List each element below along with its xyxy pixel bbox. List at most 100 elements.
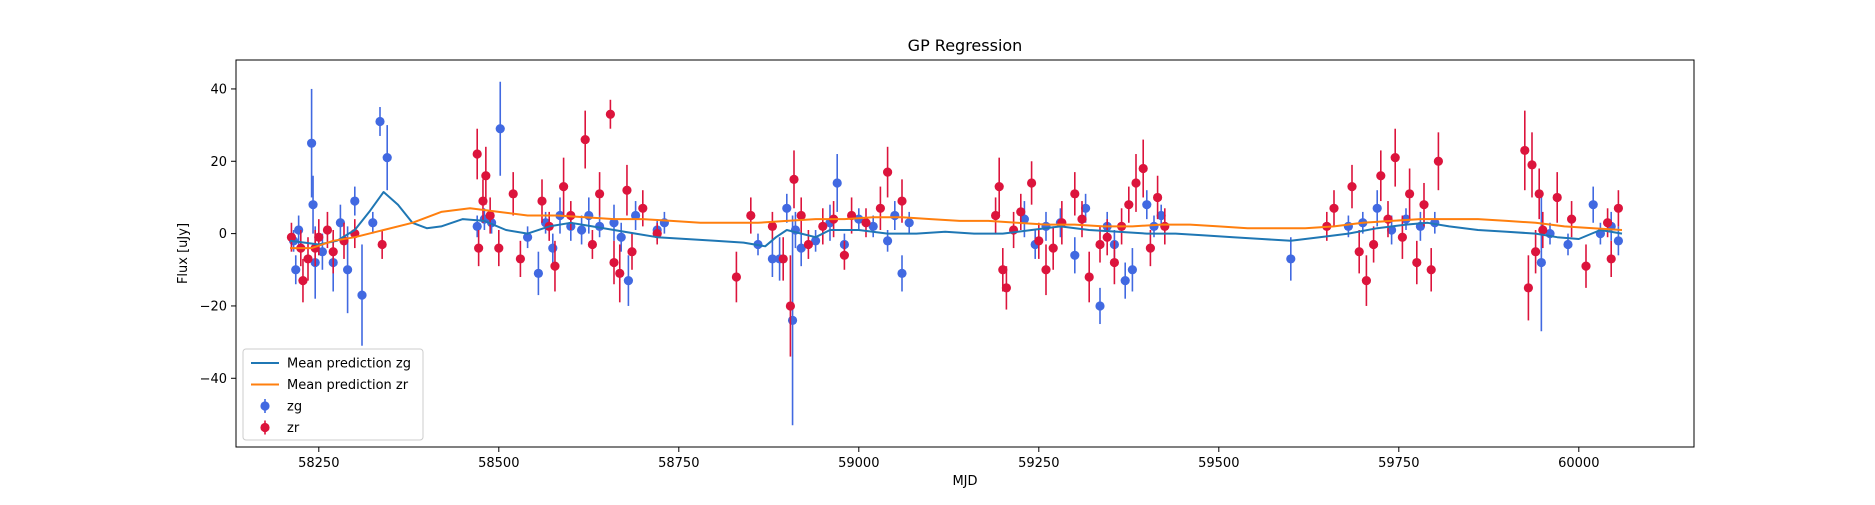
zr-point	[286, 232, 297, 242]
zr-point	[485, 210, 495, 221]
zr-point	[1109, 257, 1119, 268]
y-tick-label: 40	[210, 82, 227, 97]
zr-point	[1016, 207, 1026, 217]
zr-point	[377, 239, 387, 250]
zr-point	[991, 210, 1001, 221]
zg-point	[631, 210, 641, 221]
zg-point	[1372, 203, 1382, 213]
x-axis: 58250 58500 58750 59000 59250 59500 59750 60000	[298, 447, 1599, 471]
zg-point	[375, 116, 385, 127]
zr-point	[1095, 239, 1105, 250]
zr-point	[328, 247, 338, 257]
zr-point	[550, 261, 560, 271]
zr-point	[1145, 243, 1155, 253]
zr-point	[1048, 243, 1058, 253]
x-tick-label: 59500	[1198, 456, 1239, 471]
zr-point	[839, 250, 850, 260]
zr-point	[537, 196, 547, 206]
zg-point	[782, 203, 792, 213]
zg-point	[1081, 203, 1091, 213]
zr-point	[1001, 283, 1012, 293]
zr-point	[587, 239, 598, 250]
x-tick-label: 59000	[838, 456, 879, 471]
zr-point	[1531, 247, 1541, 257]
zg-point	[883, 236, 893, 246]
zg-point	[623, 276, 634, 286]
zr-point	[1534, 189, 1544, 199]
zr-point	[1412, 257, 1422, 268]
zg-point	[1142, 200, 1152, 210]
zr-point	[731, 272, 742, 282]
zg-point	[1588, 200, 1598, 210]
zr-point	[472, 149, 482, 159]
zg-point	[577, 225, 587, 235]
zg-point	[1070, 250, 1080, 260]
axes-frame	[235, 59, 1695, 448]
zg-point	[904, 218, 914, 228]
zr-point	[1027, 178, 1037, 188]
zr-point	[580, 134, 590, 145]
zr-point	[767, 221, 778, 231]
zg-point	[335, 218, 345, 228]
zr-point	[1426, 265, 1436, 275]
zg-point	[1536, 257, 1546, 268]
zr-point	[481, 171, 491, 181]
zg-point	[584, 210, 594, 221]
zr-point	[897, 196, 907, 206]
zr-point	[803, 239, 814, 250]
zr-point	[1523, 283, 1533, 293]
zr-point	[818, 221, 828, 231]
zr-point	[1354, 247, 1364, 257]
zr-point	[622, 185, 632, 195]
zr-point	[1329, 203, 1339, 213]
zr-point	[796, 210, 806, 221]
zg-point	[357, 290, 367, 300]
zg-point	[832, 178, 842, 188]
zg-point	[382, 153, 392, 163]
x-tick-label: 58250	[298, 456, 339, 471]
zr-point	[559, 181, 569, 192]
plot-area-group	[286, 81, 1623, 426]
chart-title: GP Regression	[908, 36, 1023, 55]
zr-point	[1124, 200, 1134, 210]
zg-point	[472, 221, 482, 231]
zg-point	[890, 210, 900, 221]
zg-point	[368, 218, 378, 228]
zg-point	[291, 265, 301, 275]
y-tick-label: 20	[210, 155, 227, 170]
zr-point	[778, 254, 788, 264]
zg-point	[1120, 276, 1130, 286]
x-tick-label: 59250	[1018, 456, 1059, 471]
x-tick-label: 58750	[658, 456, 699, 471]
legend-marker-zg	[260, 401, 270, 411]
zr-point	[322, 225, 333, 235]
zr-point	[1138, 163, 1148, 174]
zg-point	[317, 247, 327, 257]
y-axis-label: Flux [uJy]	[176, 223, 191, 284]
zg-point	[767, 254, 778, 264]
series-mean-prediction-zr	[290, 207, 1623, 250]
zg-point	[787, 315, 798, 326]
zr-point	[1390, 153, 1400, 163]
zg-point	[897, 268, 907, 278]
zg-point	[1095, 301, 1105, 311]
zr-point	[1077, 214, 1087, 224]
zg-point	[1613, 236, 1623, 246]
zr-point	[1131, 178, 1141, 188]
zr-point	[785, 301, 796, 311]
zg-point	[1149, 221, 1159, 231]
zr-point	[1361, 276, 1371, 286]
zg-point	[294, 225, 304, 235]
zr-point	[1070, 189, 1080, 199]
zg-point	[609, 218, 619, 228]
zg-point	[1019, 214, 1029, 224]
zr-point	[605, 109, 616, 119]
zr-point	[494, 243, 504, 253]
zr-point	[1376, 171, 1386, 181]
legend-label-zr: zr	[287, 421, 300, 436]
zg-point	[343, 265, 353, 275]
zr-point	[1397, 232, 1407, 242]
zr-point	[1538, 225, 1548, 235]
zr-point	[994, 181, 1004, 192]
zr-point	[595, 189, 605, 199]
